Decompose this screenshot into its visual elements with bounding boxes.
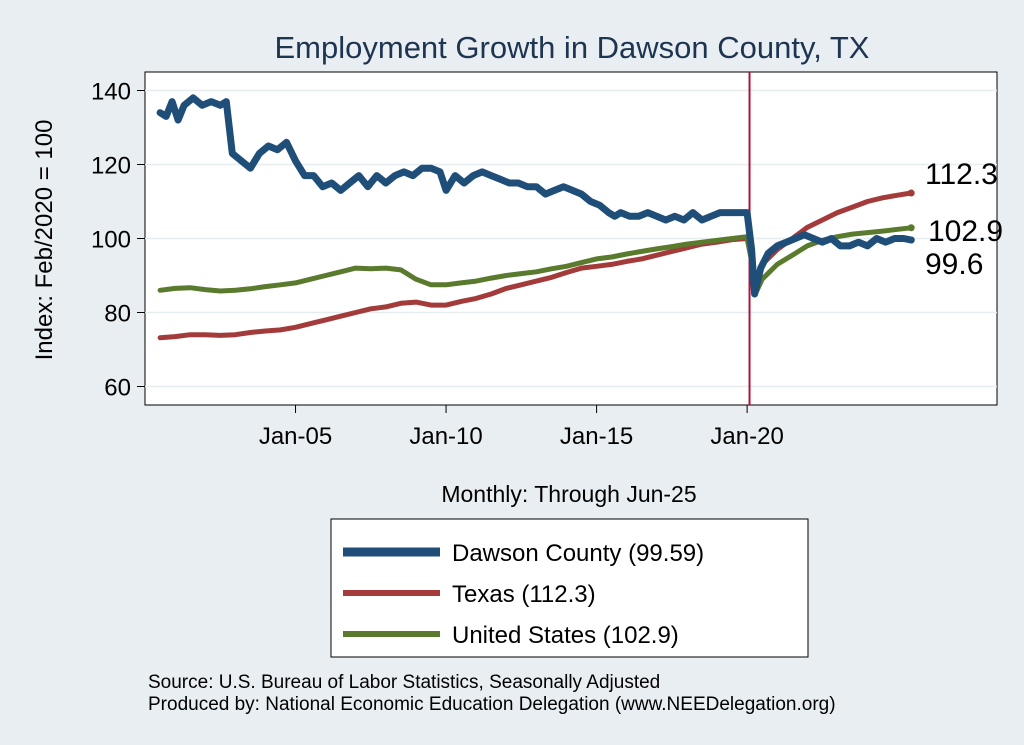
x-axis-label: Monthly: Through Jun-25 <box>441 481 696 507</box>
y-tick-label-140: 140 <box>91 79 131 106</box>
chart-title: Employment Growth in Dawson County, TX <box>275 30 870 65</box>
legend: Dawson County (99.59) Texas (112.3) Unit… <box>330 518 809 658</box>
y-axis-label: Index: Feb/2020 = 100 <box>31 120 58 361</box>
x-axis-ticks: Jan-05 Jan-10 Jan-15 Jan-20 <box>259 405 784 450</box>
x-tick-label-Jan-15: Jan-15 <box>560 423 633 450</box>
legend-label-united-states: United States (102.9) <box>452 622 679 649</box>
y-axis-ticks: 60 80 100 120 140 <box>91 79 145 402</box>
end-marker-texas <box>907 189 915 197</box>
source-note: Source: U.S. Bureau of Labor Statistics,… <box>148 672 660 693</box>
y-tick-label-80: 80 <box>104 301 131 328</box>
series-line-united-states <box>157 225 914 295</box>
end-marker-united-states <box>907 224 915 232</box>
y-tick-label-120: 120 <box>91 153 131 180</box>
y-tick-label-100: 100 <box>91 227 131 254</box>
gridlines <box>145 89 997 388</box>
x-tick-label-Jan-20: Jan-20 <box>710 423 783 450</box>
legend-label-texas: Texas (112.3) <box>452 581 596 608</box>
series-lines <box>156 94 915 341</box>
x-tick-label-Jan-10: Jan-10 <box>409 423 482 450</box>
legend-label-dawson-county: Dawson County (99.59) <box>452 540 704 567</box>
end-label-texas: 112.3 <box>925 158 998 191</box>
end-label-united-states: 102.9 <box>928 215 1003 248</box>
end-label-dawson-county: 99.6 <box>925 248 983 281</box>
y-tick-label-60: 60 <box>104 375 131 402</box>
series-end-markers <box>907 189 915 244</box>
x-tick-label-Jan-05: Jan-05 <box>259 423 332 450</box>
end-marker-dawson-county <box>907 236 915 244</box>
series-line-dawson-county <box>156 94 915 298</box>
produced-by-note: Produced by: National Economic Education… <box>148 694 836 715</box>
